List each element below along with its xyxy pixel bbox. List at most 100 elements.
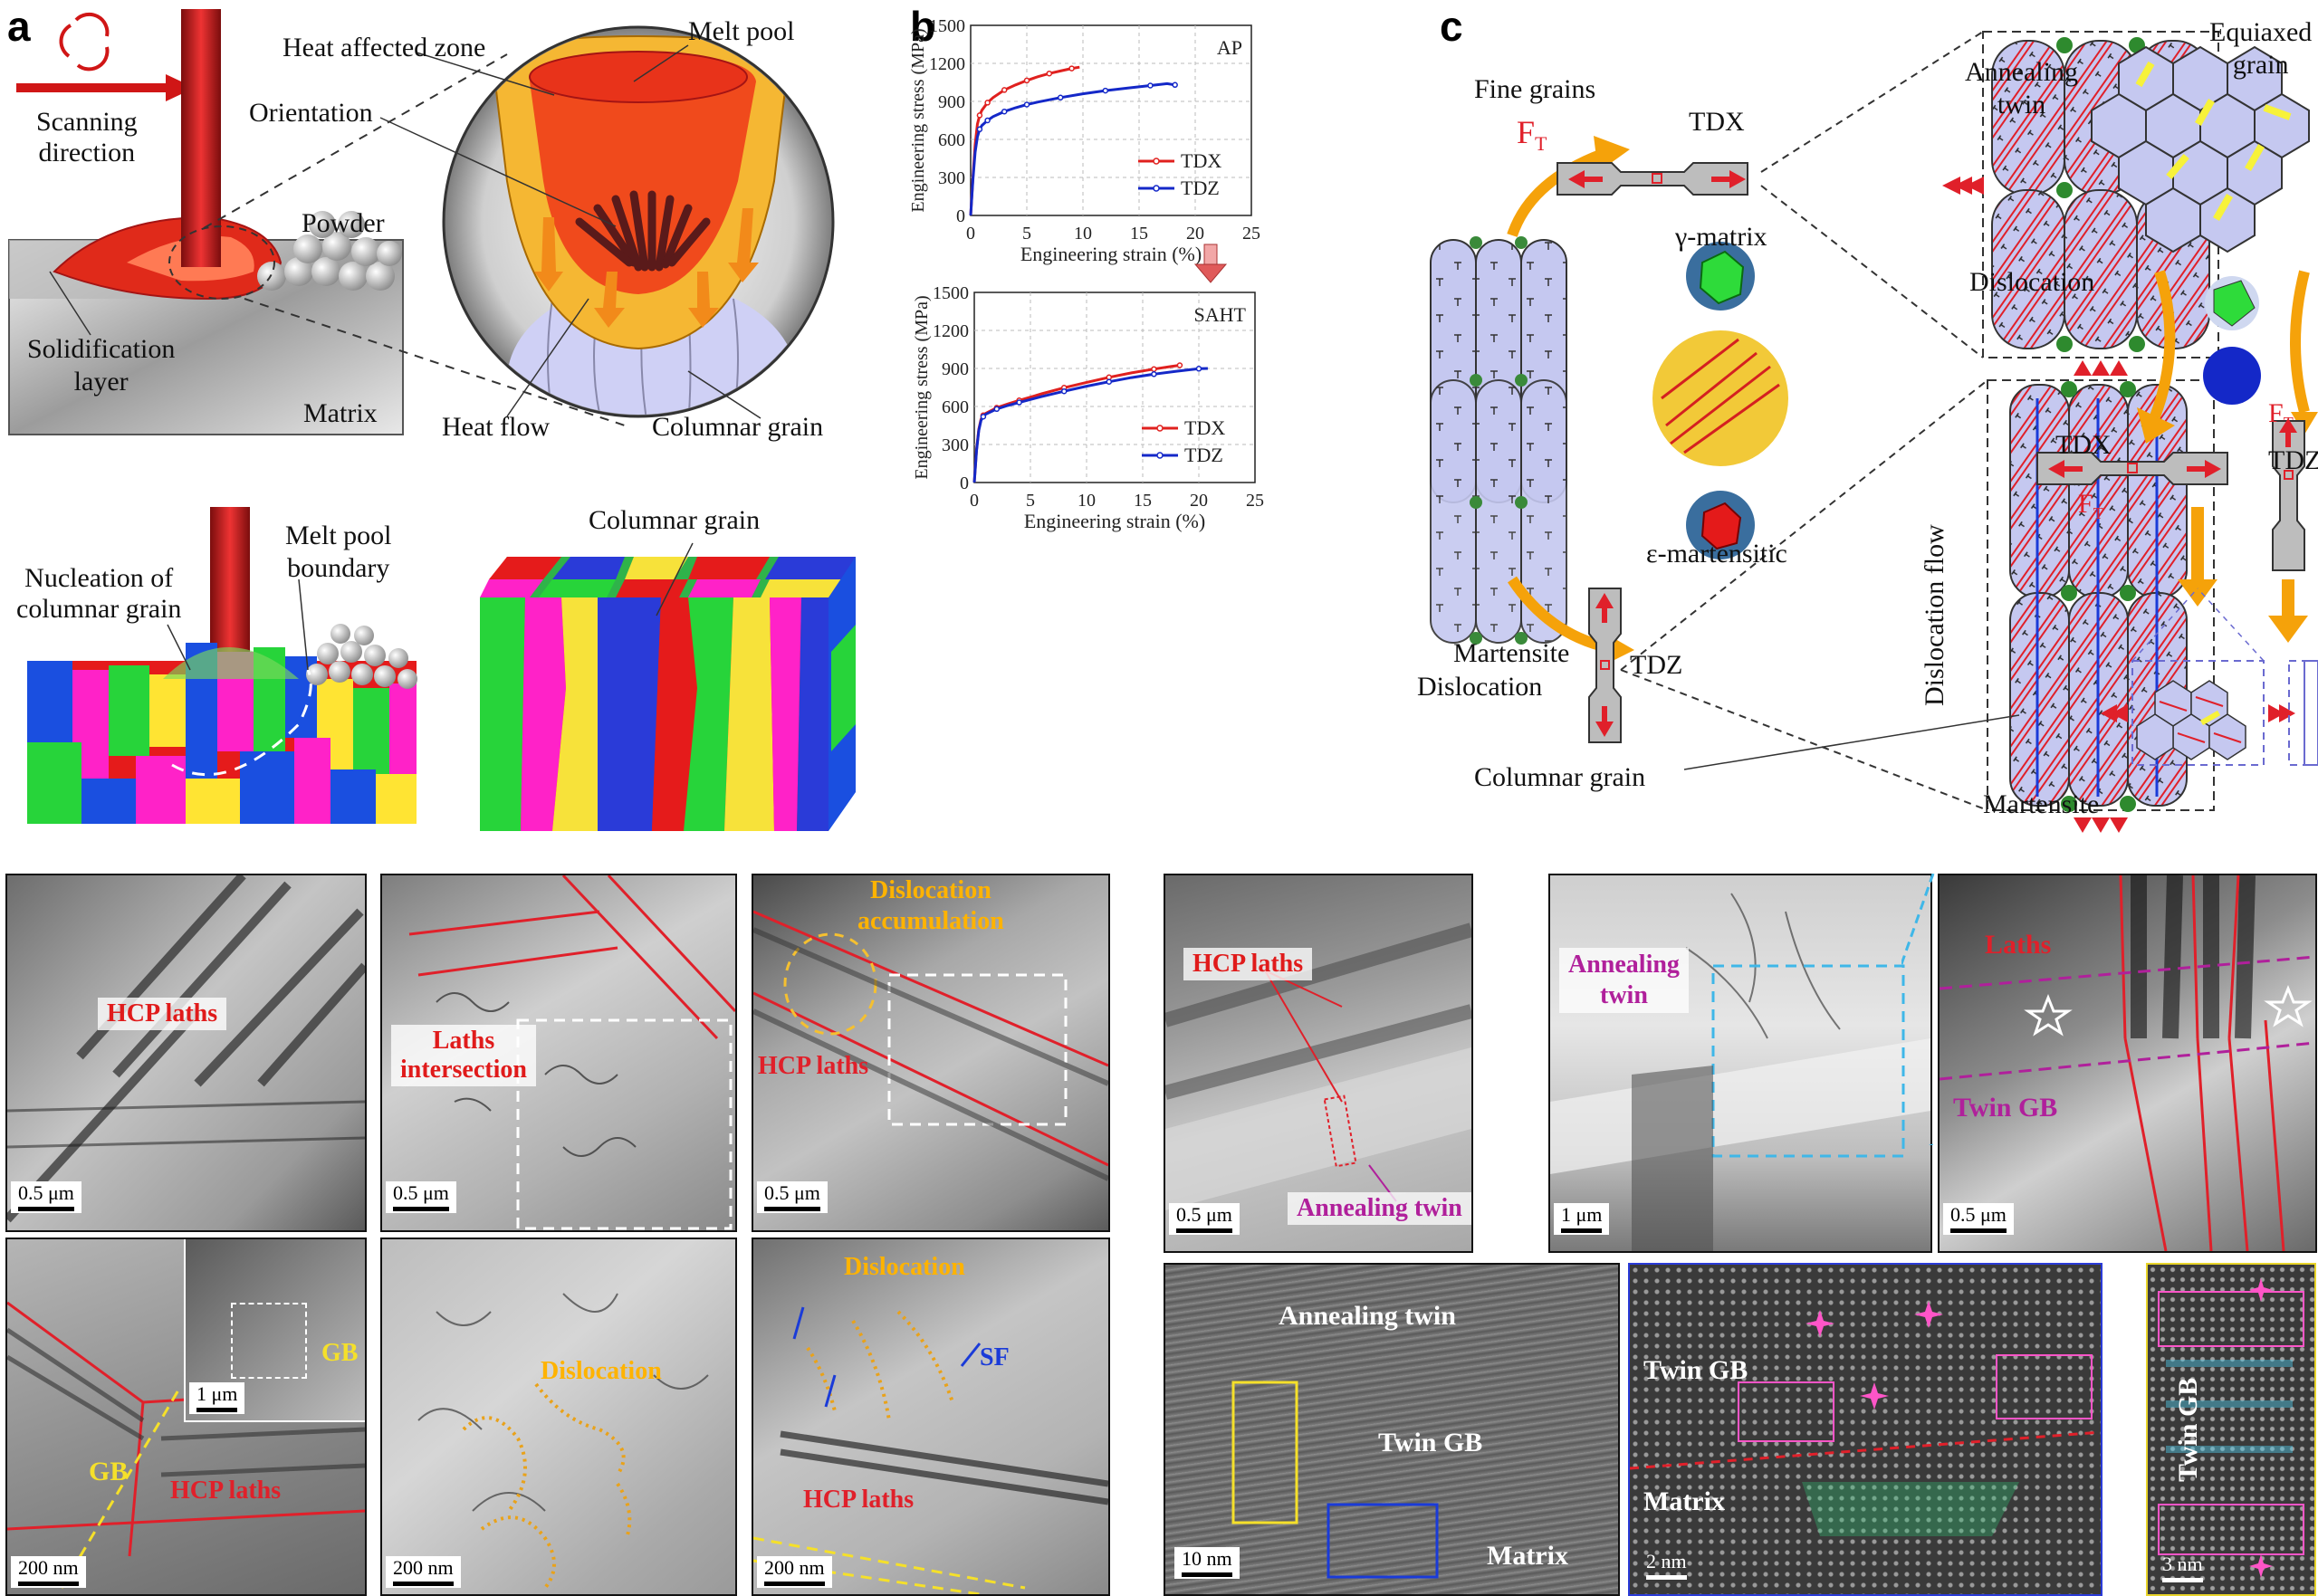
chart-1-point-TDZ-8 — [1016, 399, 1022, 406]
chart-0-point-TDZ-16 — [1147, 82, 1154, 89]
chart-1-legend-marker-TDZ — [1156, 452, 1164, 459]
heat-affected-zone-label: Heat affected zone — [283, 33, 486, 62]
chart-1-ylabel: Engineering stress (MPa) — [912, 295, 932, 479]
chart-0-point-TDZ-4 — [976, 126, 983, 133]
chart-0-legend-marker-TDZ — [1153, 185, 1160, 192]
scale-bar-d5: 200 nm — [386, 1556, 461, 1588]
panel-a-illustration — [8, 9, 856, 831]
matrix-label: Matrix — [303, 398, 378, 428]
chart-1-series-TDZ — [972, 367, 1208, 483]
tdz-label-left: TDZ — [1630, 650, 1683, 680]
equiaxed-grain-label: Equiaxed grain — [2209, 17, 2313, 80]
chart-0-point-TDX-8 — [1001, 87, 1008, 93]
tem-d6: Dislocation SF HCP laths 200 nm — [752, 1238, 1110, 1596]
chart-1-point-TDZ-10 — [1060, 387, 1068, 395]
chart-1-xtick-1: 5 — [1026, 491, 1035, 511]
scale-bar-e6: 3 nm — [2155, 1553, 2210, 1584]
dislocation-label-right: Dislocation — [1969, 267, 2095, 297]
tem-d1: HCP laths 0.5 μm — [5, 874, 367, 1232]
tem-e6: Twin GB 3 nm — [2146, 1263, 2316, 1596]
chart-0-xtick-4: 20 — [1186, 224, 1204, 244]
annealing-twin-label-c: Annealing twin — [1965, 57, 2078, 119]
martensite-label-left: Martensite — [1453, 638, 1570, 668]
chart-0-xtick-2: 10 — [1074, 224, 1092, 244]
chart-1-tag: SAHT — [1194, 303, 1247, 326]
chart-0-point-TDX-10 — [1023, 77, 1030, 84]
matrix-tag-e5: Matrix — [1643, 1486, 1725, 1516]
chart-1-point-TDZ-14 — [1151, 371, 1157, 377]
annealing-twin-tag-e1: Annealing twin — [1288, 1192, 1471, 1225]
between-chart-arrow-shaft — [1203, 244, 1218, 265]
scale-bar-d1: 0.5 μm — [11, 1181, 81, 1213]
columnar-grain-3d-label: Columnar grain — [589, 505, 761, 535]
chart-0-point-TDX-4 — [976, 112, 983, 119]
hcp-laths-tag-e1: HCP laths — [1183, 948, 1313, 980]
ft-label-right-a: FT — [2078, 489, 2103, 522]
chart-1-point-TDZ-4 — [980, 413, 987, 420]
panel-b-label: b — [910, 3, 936, 50]
stress-strain-charts: 0 5 10 15 20 25030060090012001500Engineering … — [908, 16, 1264, 532]
scale-bar-e3: 0.5 μm — [1943, 1203, 2014, 1235]
columnar-grain-label: Columnar grain — [652, 412, 824, 442]
tem-d2: Laths intersection 0.5 μm — [380, 874, 737, 1232]
chart-0-point-TDZ-8 — [1001, 108, 1008, 115]
chart-0-legend-label-TDZ: TDZ — [1181, 177, 1220, 199]
chart-0-frame — [970, 24, 1252, 216]
chart-0-xtick-1: 5 — [1022, 224, 1031, 244]
dislocation-accumulation-tag: Dislocation accumulation — [857, 876, 1004, 935]
chart-1-xtick-0: 0 — [970, 491, 979, 511]
chart-1-xtick-3: 15 — [1134, 491, 1152, 511]
chart-1-point-TDZ-12 — [1106, 378, 1113, 385]
dislocation-tag-d6: Dislocation — [844, 1253, 965, 1281]
chart-0-xtick-5: 25 — [1242, 224, 1260, 244]
chart-1-xtick-4: 20 — [1190, 491, 1208, 511]
twin-gb-tag-e5: Twin GB — [1643, 1355, 1748, 1385]
laths-intersection-tag: Laths intersection — [391, 1025, 536, 1086]
tdx-label-right: TDX — [2055, 430, 2112, 460]
chart-0-xtick-3: 15 — [1130, 224, 1148, 244]
scale-bar-d3: 0.5 μm — [757, 1181, 828, 1213]
chart-1-xtick-5: 25 — [1246, 491, 1264, 511]
dislocation-label-left: Dislocation — [1417, 672, 1543, 702]
chart-0-legend-marker-TDX — [1153, 158, 1160, 165]
twin-gb-tag-e4: Twin GB — [1378, 1428, 1483, 1457]
panel-c-label: c — [1440, 3, 1463, 50]
panel-a-label: a — [7, 3, 31, 50]
chart-0-ytick-2: 600 — [938, 130, 965, 150]
martensite-label-right: Martensite — [1983, 789, 2100, 819]
powder-label: Powder — [302, 208, 385, 238]
chart-0-series-TDX — [969, 65, 1080, 216]
chart-0-series-TDZ — [969, 81, 1175, 216]
chart-0-ytick-0: 0 — [956, 206, 965, 226]
columnar-grain-label-c: Columnar grain — [1474, 762, 1646, 792]
hcp-laths-tag-d6: HCP laths — [803, 1486, 915, 1514]
annealing-twin-tag-e4: Annealing twin — [1279, 1301, 1456, 1331]
chart-1-legend-label-TDZ: TDZ — [1184, 444, 1223, 466]
chart-1-ytick-0: 0 — [960, 473, 969, 493]
chart-1-legend-label-TDX: TDX — [1184, 416, 1225, 439]
orientation-label: Orientation — [249, 98, 373, 128]
scale-bar-d2: 0.5 μm — [386, 1181, 456, 1213]
epsilon-martensitic-label: ε-martensitic — [1646, 539, 1787, 569]
chart-1-point-TDX-16 — [1176, 362, 1183, 368]
chart-1-ytick-1: 300 — [942, 435, 969, 455]
chart-0-tag: AP — [1217, 36, 1242, 59]
tem-d3: Dislocation accumulation HCP laths 0.5 μ… — [752, 874, 1110, 1232]
scale-bar-e5: 2 nm — [1639, 1550, 1694, 1582]
nucleation-label: Nucleation of columnar grain — [16, 563, 182, 624]
gb-tag-d4: GB — [89, 1457, 129, 1486]
tem-d5: Dislocation 200 nm — [380, 1238, 737, 1596]
chart-0-point-TDX-6 — [984, 100, 991, 106]
melt-pool-label: Melt pool — [688, 16, 795, 46]
chart-0-point-TDZ-10 — [1023, 101, 1030, 108]
chart-0-xlabel: Engineering strain (%) — [1020, 243, 1202, 265]
dislocation-flow-label: Dislocation flow — [1920, 524, 1949, 706]
panel-c-schematic — [1430, 31, 2318, 833]
scale-bar-e4: 10 nm — [1174, 1547, 1240, 1579]
hcp-laths-tag-d1: HCP laths — [98, 998, 227, 1030]
tdz-label-right: TDZ — [2268, 445, 2318, 475]
scanning-direction-label: Scanning direction — [36, 107, 138, 167]
chart-0-point-TDZ-14 — [1102, 87, 1109, 94]
chart-1-legend-marker-TDX — [1156, 425, 1164, 432]
chart-0-legend-label-TDX: TDX — [1181, 149, 1221, 172]
